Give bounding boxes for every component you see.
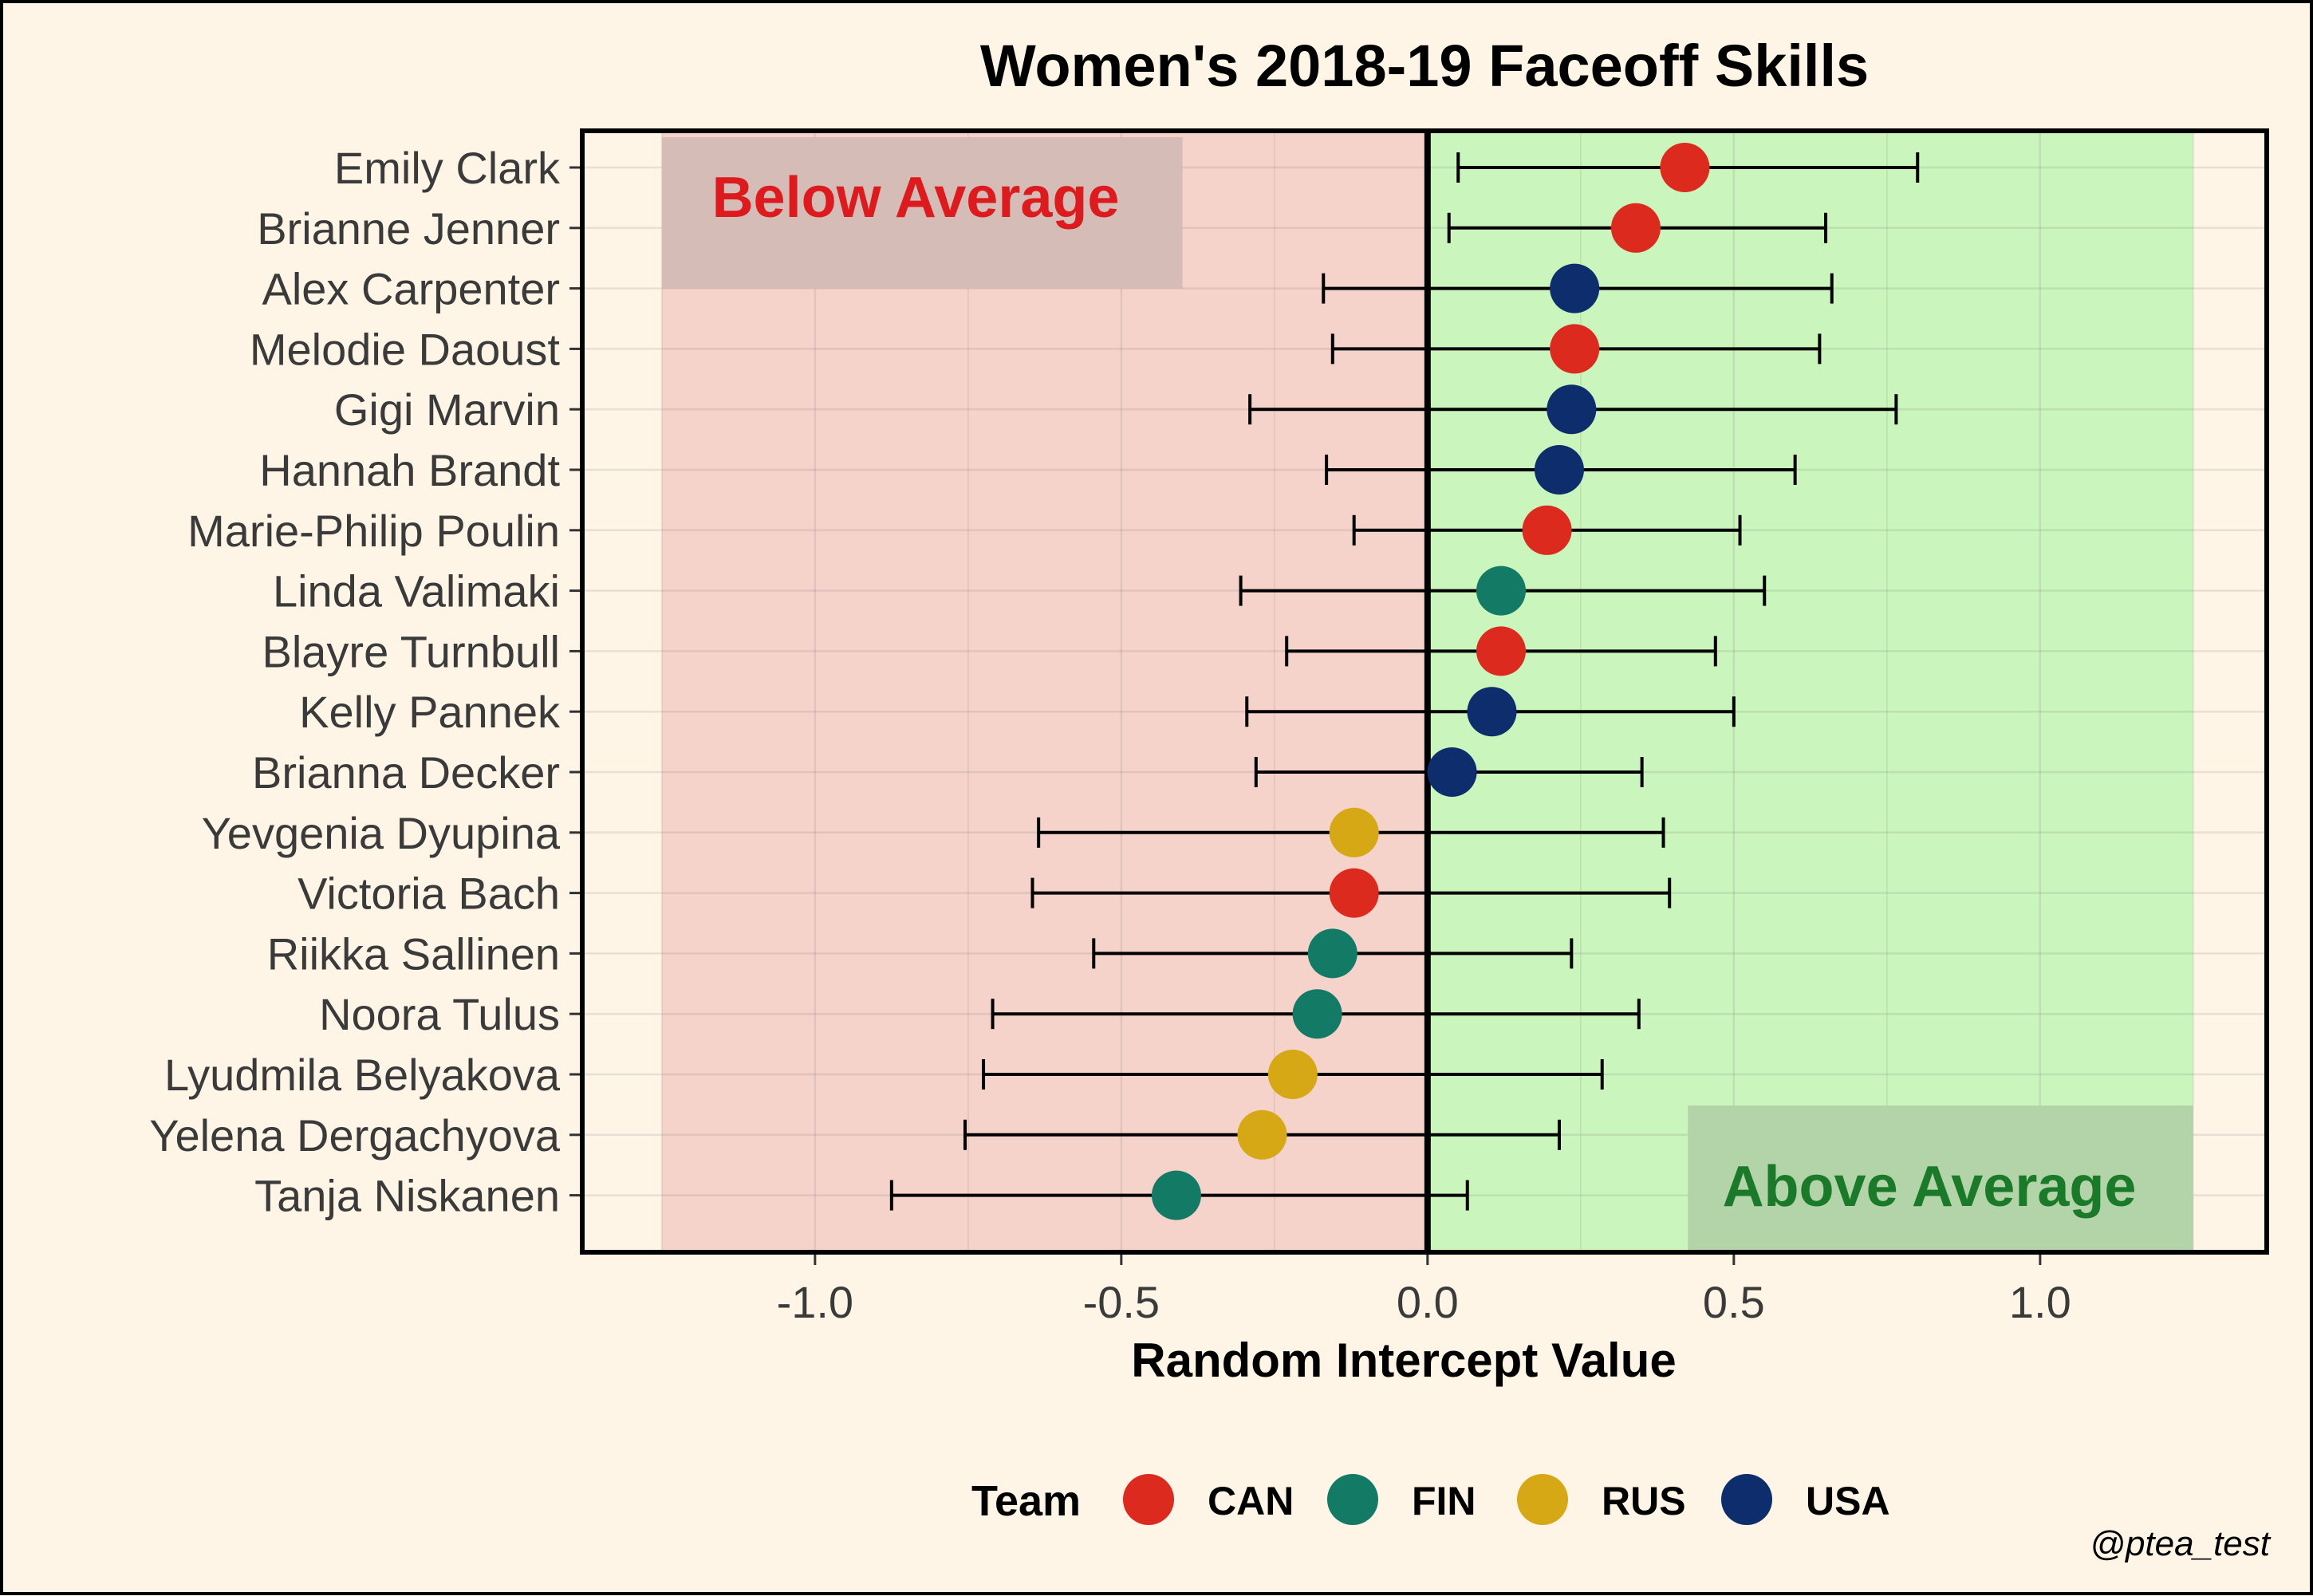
plot-area: Below Average Above Average Emily Clark Bri… (149, 128, 2269, 1327)
plot-border (580, 128, 2269, 1255)
y-tick-label: Alex Carpenter (262, 264, 560, 314)
player-row-11: Yevgenia Dyupina (202, 807, 1665, 858)
legend-label-fin: FIN (1412, 1479, 1476, 1523)
y-tick-label: Linda Valimaki (273, 566, 560, 617)
y-tick-label: Melodie Daoust (250, 324, 561, 374)
legend-swatch-rus (1517, 1474, 1568, 1525)
faceoff-chart: Women's 2018-19 Faceoff Skills Below Ave… (149, 33, 2272, 1563)
y-tick-label: Lyudmila Belyakova (164, 1050, 561, 1100)
player-row-7: Linda Valimaki (273, 565, 1767, 617)
legend-label-can: CAN (1208, 1479, 1294, 1523)
y-tick-label: Yelena Dergachyova (149, 1110, 561, 1161)
data-point (1329, 868, 1379, 918)
data-point (1550, 263, 1600, 313)
data-point (1610, 203, 1661, 253)
data-point (1660, 143, 1710, 192)
y-tick-label: Marie-Philip Poulin (187, 506, 560, 556)
x-tick-label: 0.5 (1703, 1277, 1765, 1327)
y-tick-label: Tanja Niskanen (254, 1171, 560, 1221)
player-row-1: Brianne Jenner (257, 203, 1828, 254)
y-tick-label: Noora Tulus (319, 989, 560, 1039)
x-tick-label: -1.0 (777, 1277, 854, 1327)
data-point (1267, 1050, 1318, 1099)
y-tick-label: Gigi Marvin (334, 384, 560, 435)
data-point (1467, 687, 1517, 737)
region-above (1427, 131, 2193, 1252)
player-row-17: Tanja Niskanen (254, 1170, 1469, 1221)
y-tick-label: Victoria Bach (297, 869, 560, 919)
data-point (1550, 324, 1600, 374)
legend-swatch-fin (1327, 1474, 1378, 1525)
y-tick-label: Brianne Jenner (257, 203, 560, 254)
data-point (1237, 1109, 1287, 1160)
legend-title: Team (971, 1477, 1081, 1525)
legend: Team CAN FIN RUS USA (971, 1474, 1890, 1525)
player-row-4: Gigi Marvin (334, 384, 1898, 435)
y-tick-label: Blayre Turnbull (262, 626, 560, 676)
x-axis-title: Random Intercept Value (1131, 1334, 1677, 1387)
player-row-15: Lyudmila Belyakova (164, 1050, 1604, 1100)
data-point (1427, 747, 1477, 797)
legend-swatch-can (1123, 1474, 1174, 1525)
player-row-13: Riikka Sallinen (267, 928, 1574, 979)
y-tick-label: Brianna Decker (252, 747, 560, 798)
y-tick-label: Kelly Pannek (299, 687, 561, 737)
y-tick-label: Emily Clark (334, 143, 561, 193)
player-row-8: Blayre Turnbull (262, 626, 1717, 676)
player-row-16: Yelena Dergachyova (149, 1109, 1561, 1161)
data-point (1547, 384, 1597, 435)
y-tick-label: Hannah Brandt (259, 445, 560, 495)
data-point (1476, 565, 1526, 616)
y-tick-label: Riikka Sallinen (267, 928, 560, 979)
player-row-10: Brianna Decker (252, 747, 1644, 798)
player-row-0: Emily Clark (334, 143, 1920, 193)
caption: @ptea_test (2090, 1524, 2271, 1563)
region-label-bg-below (661, 137, 1183, 289)
region-label-above: Above Average (1723, 1155, 2137, 1219)
legend-swatch-usa (1721, 1474, 1772, 1525)
player-row-12: Victoria Bach (297, 868, 1672, 919)
data-point (1476, 626, 1526, 676)
data-point (1522, 505, 1572, 555)
data-point (1329, 807, 1379, 857)
player-row-9: Kelly Pannek (299, 687, 1736, 737)
x-tick-label: 0.0 (1397, 1277, 1459, 1327)
y-tick-label: Yevgenia Dyupina (202, 808, 561, 858)
data-point (1534, 445, 1584, 495)
x-tick-label: -0.5 (1083, 1277, 1160, 1327)
data-point (1307, 928, 1357, 979)
data-point (1151, 1170, 1201, 1220)
player-row-14: Noora Tulus (319, 989, 1641, 1039)
chart-title: Women's 2018-19 Faceoff Skills (980, 33, 1869, 99)
player-row-5: Hannah Brandt (259, 445, 1797, 495)
legend-label-usa: USA (1806, 1479, 1890, 1523)
player-row-3: Melodie Daoust (250, 324, 1822, 374)
player-row-2: Alex Carpenter (262, 263, 1834, 314)
x-tick-label: 1.0 (2009, 1277, 2071, 1327)
player-row-6: Marie-Philip Poulin (187, 505, 1742, 556)
legend-label-rus: RUS (1602, 1479, 1686, 1523)
data-point (1292, 989, 1342, 1039)
region-label-bg-above (1688, 1105, 2193, 1252)
region-label-below: Below Average (712, 166, 1120, 230)
